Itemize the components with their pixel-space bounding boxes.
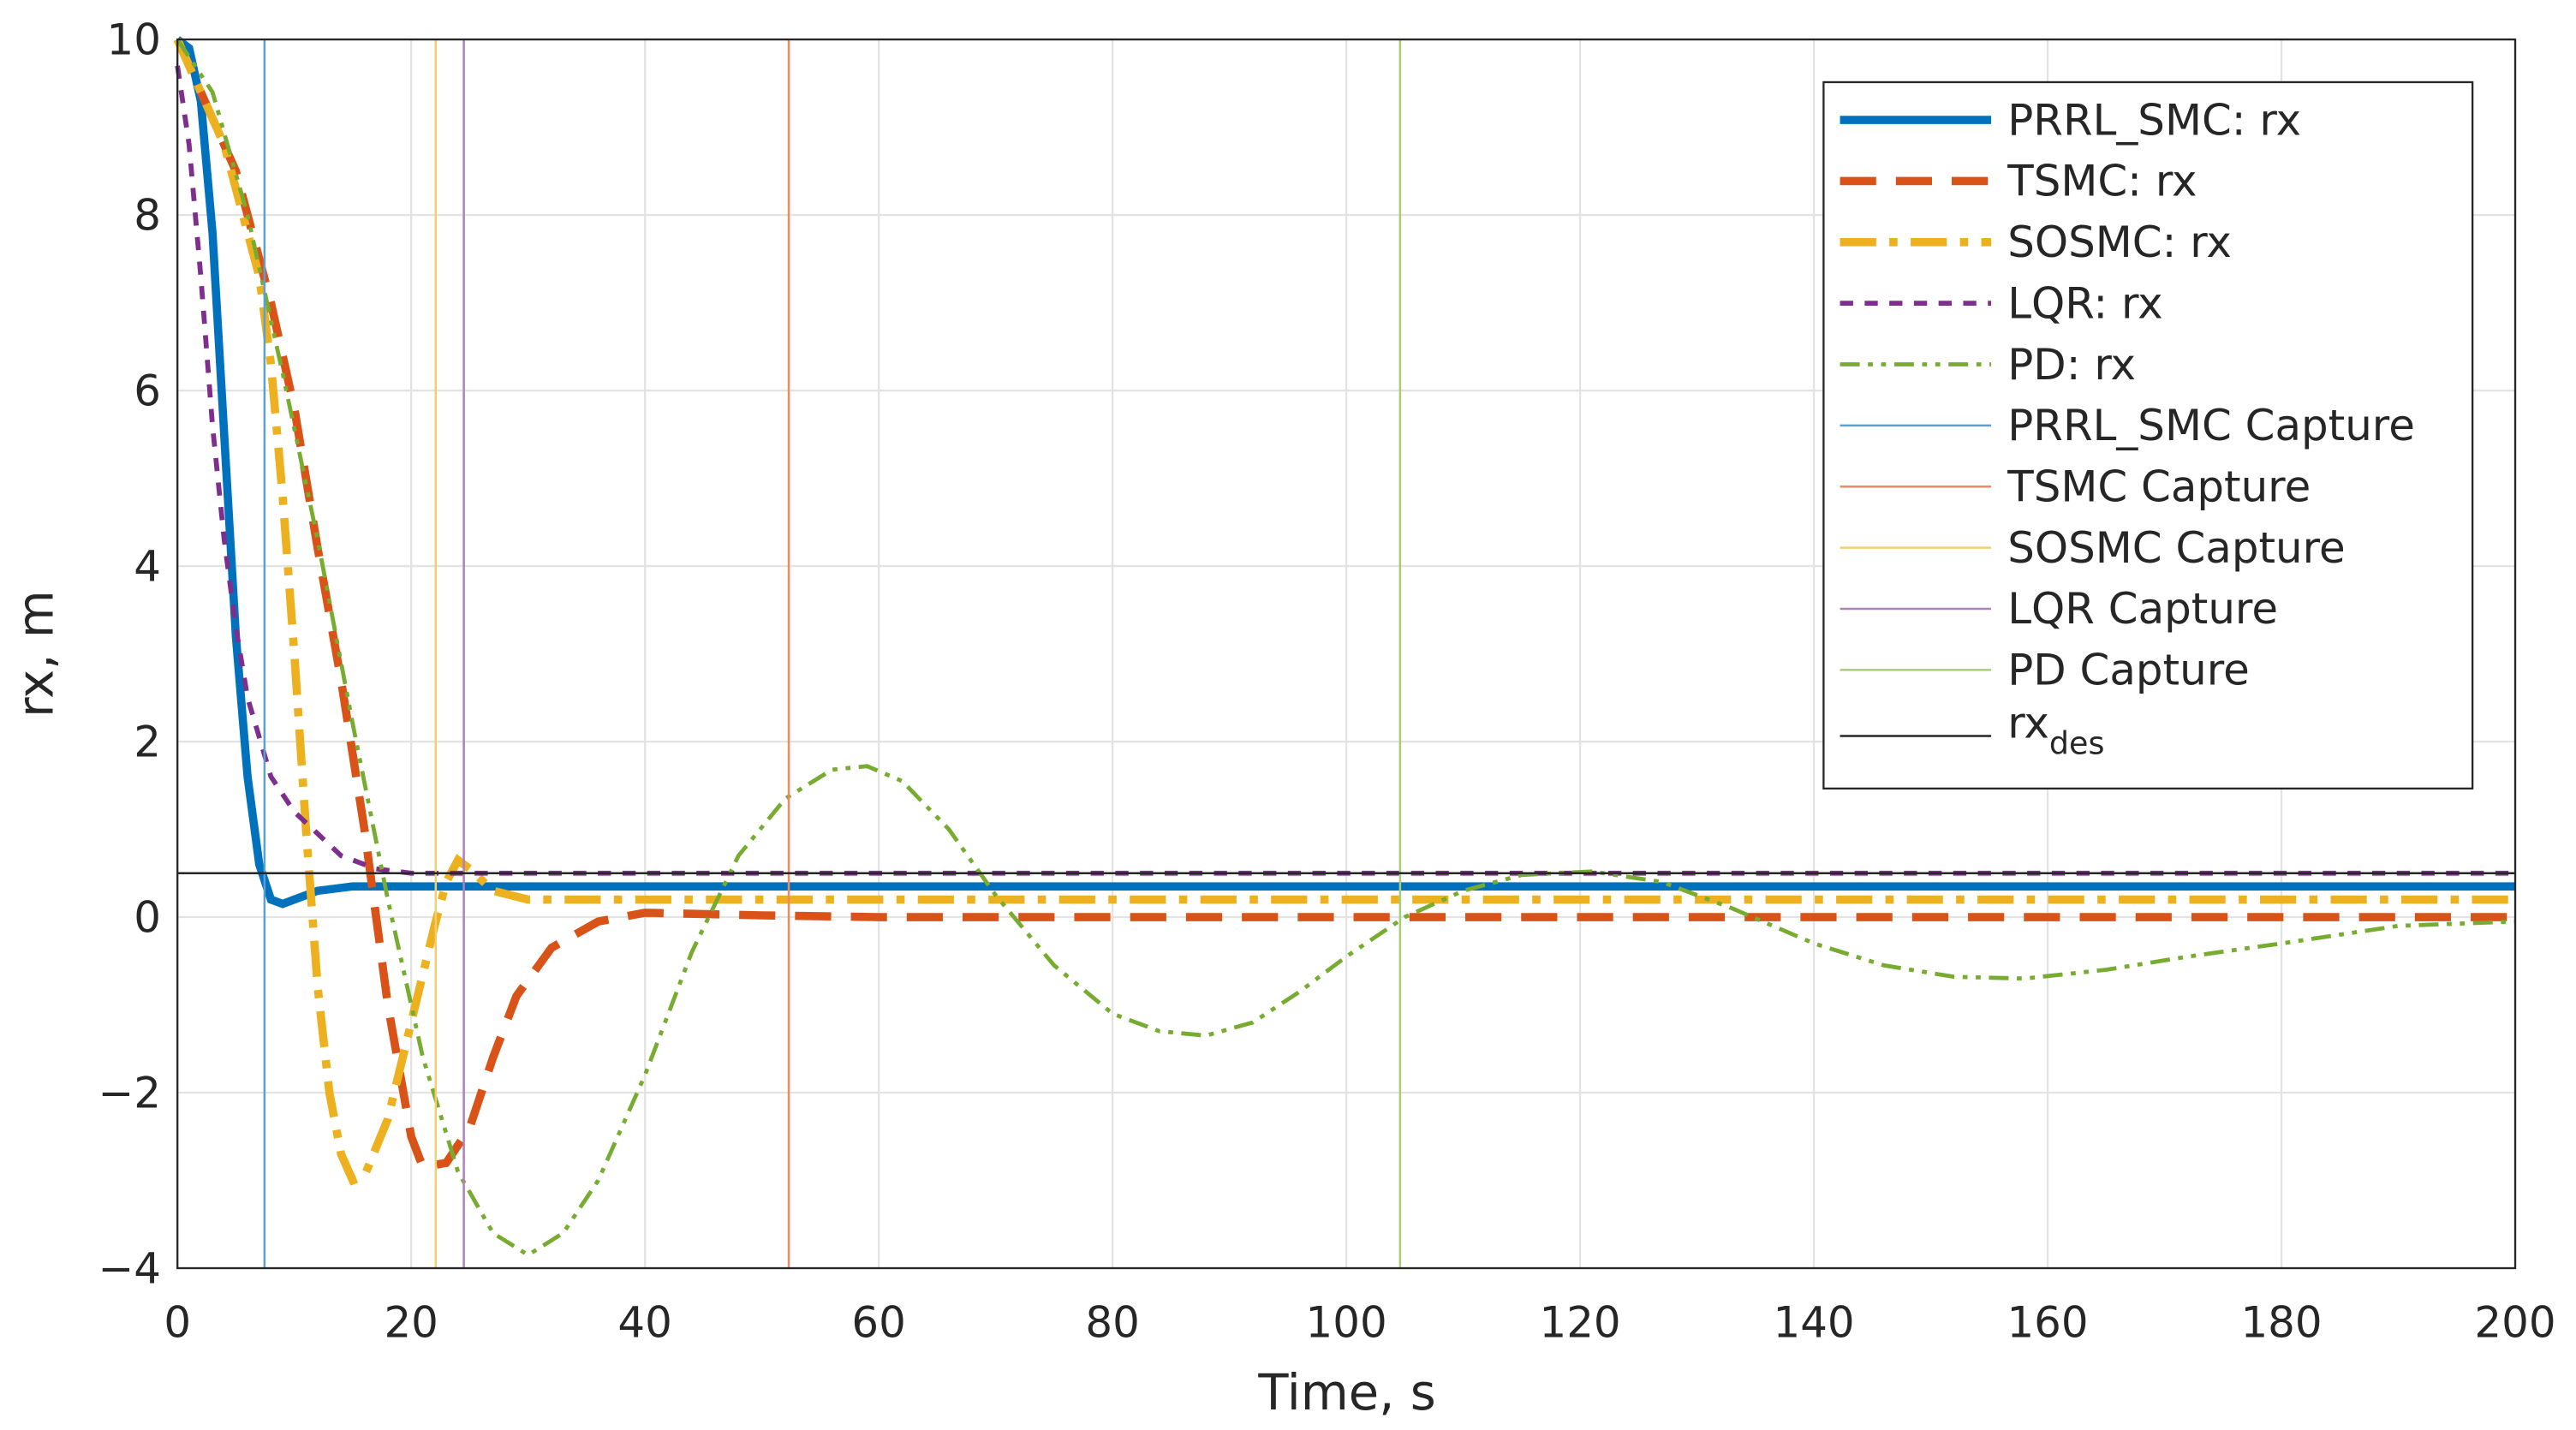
x-tick-label: 60 [851,1298,905,1348]
data-line [176,38,2516,1258]
data-line [173,38,2516,1172]
y-tick-label: 6 [134,366,161,415]
legend-label-main: rx [2007,698,2049,748]
x-tick-label: 20 [384,1298,438,1348]
y-tick-label: 4 [134,541,161,591]
x-tick-label: 180 [2240,1298,2322,1348]
legend: PRRL_SMC: rx TSMC: rx SOSMC: rx LQR: rx PD: … [1822,80,2474,789]
x-tick-label: 100 [1306,1298,1387,1348]
legend-label-sub: des [2049,725,2105,762]
data-line [175,65,2516,876]
legend-label: PD Capture [2007,646,2250,695]
legend-label: rxdes [2007,698,2104,761]
legend-label: SOSMC Capture [2007,523,2345,573]
y-tick-label: −2 [98,1068,162,1117]
y-tick-label: −4 [98,1243,162,1293]
legend-label: TSMC: rx [2007,157,2197,206]
legend-label: PRRL_SMC: rx [2007,95,2301,145]
x-tick-label: 80 [1085,1298,1139,1348]
x-tick-label: 120 [1539,1298,1620,1348]
legend-label: LQR: rx [2007,278,2162,328]
x-tick-label: 40 [617,1298,671,1348]
x-tick-label: 200 [2474,1298,2555,1348]
legend-label: PRRL_SMC Capture [2007,401,2415,450]
y-tick-label: 8 [134,190,161,240]
legend-label: LQR Capture [2007,584,2278,634]
legend-label: SOSMC: rx [2007,217,2232,267]
x-tick-label: 140 [1773,1298,1854,1348]
plot-frame [176,38,2517,1270]
x-axis-label: Time, s [1257,1364,1435,1421]
data-line [175,36,2516,909]
y-tick-label: 2 [134,717,161,766]
y-tick-label: 10 [107,15,161,64]
y-tick-label: 0 [134,892,161,942]
data-line [173,38,2516,1186]
legend-label: TSMC Capture [2007,462,2311,512]
x-tick-label: 160 [2007,1298,2088,1348]
x-tick-label: 0 [164,1298,191,1348]
y-axis-label: rx, m [7,590,64,718]
legend-label: PD: rx [2007,340,2136,390]
